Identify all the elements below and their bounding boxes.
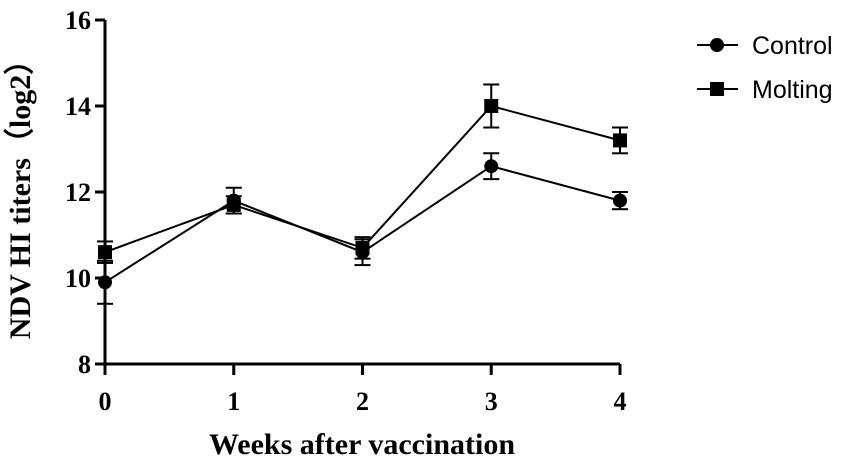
series-control xyxy=(97,152,628,305)
data-point-molting xyxy=(613,133,627,148)
legend-control-label: Control xyxy=(752,32,833,60)
series-molting xyxy=(97,83,628,264)
y-tick-label: 8 xyxy=(78,350,91,379)
x-tick-label: 1 xyxy=(227,387,240,416)
data-point-molting xyxy=(484,99,499,113)
y-tick-label: 14 xyxy=(65,92,91,121)
series-layer xyxy=(97,83,628,305)
data-point-molting xyxy=(98,245,112,260)
data-point-control xyxy=(484,159,499,174)
data-point-control xyxy=(613,193,627,208)
y-axis-title: NDV HI titers（log2） xyxy=(3,45,37,339)
legend-item-control: Control xyxy=(697,32,833,60)
x-tick-label: 4 xyxy=(614,387,627,416)
data-point-molting xyxy=(226,197,241,212)
legend-control-marker xyxy=(710,38,724,52)
x-tick-label: 3 xyxy=(485,387,498,416)
x-axis-title: Weeks after vaccination xyxy=(209,428,515,461)
legend-item-molting: Molting xyxy=(697,76,833,104)
legend-molting-marker xyxy=(710,82,724,96)
data-point-molting xyxy=(355,240,370,255)
y-tick-label: 12 xyxy=(65,178,91,207)
legend: Control Molting xyxy=(697,32,833,104)
x-ticks: 0 1 2 3 4 xyxy=(99,364,627,416)
x-tick-label: 0 xyxy=(99,387,112,416)
y-tick-label: 16 xyxy=(65,6,91,35)
y-tick-label: 10 xyxy=(65,264,91,293)
legend-molting-label: Molting xyxy=(752,76,833,104)
axes xyxy=(103,20,620,366)
data-point-control xyxy=(98,275,112,290)
x-tick-label: 2 xyxy=(356,387,369,416)
y-ticks: 8 10 12 14 16 xyxy=(65,6,105,379)
